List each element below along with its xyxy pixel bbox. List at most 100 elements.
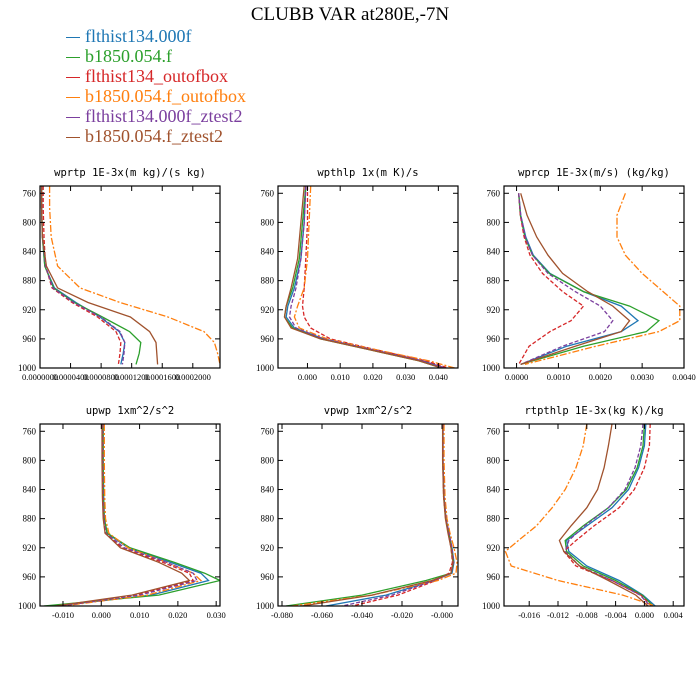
series-line	[301, 186, 449, 368]
plot-panel: wprtp 1E-3x(m kg)/(s kg) 760 800 840 880 920 9…	[18, 167, 221, 382]
legend-swatch	[66, 77, 80, 79]
x-tick-label: -0.016	[518, 610, 540, 620]
series-line	[504, 424, 656, 606]
x-tick-label: 0.0001600	[144, 372, 180, 382]
y-tick-label: 920	[23, 305, 37, 315]
x-tick-label: -0.000	[431, 610, 453, 620]
y-tick-label: 800	[261, 217, 275, 227]
y-tick-label: 880	[261, 276, 275, 286]
series-line	[564, 424, 651, 606]
x-tick-label: -0.008	[576, 610, 598, 620]
plot-frame	[277, 423, 459, 607]
series-line	[42, 186, 122, 365]
x-tick-label: 0.040	[429, 372, 448, 382]
series-line	[40, 186, 126, 365]
series-line	[43, 424, 220, 606]
legend-label: flthist134.000f_ztest2	[85, 106, 243, 126]
y-tick-label: 880	[23, 276, 37, 286]
series-line	[293, 186, 455, 368]
y-tick-label: 920	[261, 543, 275, 553]
series-line	[62, 424, 195, 606]
plot-panel: wpthlp 1x(m K)/s 760 800 840 880 920 960 1000 0.…	[256, 167, 459, 382]
series-line	[291, 424, 458, 606]
series-line	[288, 186, 446, 368]
x-tick-label: -0.080	[271, 610, 293, 620]
x-tick-label: 0.0020	[589, 372, 612, 382]
figure-title: CLUBB VAR at280E,-7N	[250, 4, 450, 25]
legend-swatch	[66, 117, 80, 119]
y-tick-label: 760	[261, 426, 275, 436]
y-tick-label: 1000	[18, 601, 37, 611]
plot-frame	[503, 185, 685, 369]
legend-swatch	[66, 137, 80, 139]
x-tick-label: 0.0000800	[83, 372, 119, 382]
legend-label: flthist134.000f	[85, 26, 192, 46]
legend-swatch	[66, 37, 80, 39]
x-tick-label: 0.0001200	[114, 372, 150, 382]
y-tick-label: 960	[261, 572, 275, 582]
x-tick-label: -0.012	[547, 610, 569, 620]
y-tick-label: 960	[23, 334, 37, 344]
y-tick-label: 960	[23, 572, 37, 582]
x-tick-label: 0.000	[635, 610, 654, 620]
x-tick-label: 0.020	[363, 372, 382, 382]
y-tick-label: 1000	[256, 363, 275, 373]
y-tick-label: 1000	[482, 363, 501, 373]
series-line	[520, 193, 631, 366]
legend-swatch	[66, 97, 80, 99]
plot-frame	[39, 423, 221, 607]
legend-item: flthist134.000f	[66, 26, 246, 46]
plot-panel: vpwp 1xm^2/s^27608008408809209601000-0.0…	[256, 405, 459, 620]
y-tick-label: 960	[261, 334, 275, 344]
y-tick-label: 760	[261, 188, 275, 198]
y-tick-label: 840	[487, 485, 501, 495]
x-tick-label: 0.000	[92, 610, 111, 620]
series-line	[40, 186, 159, 365]
legend-item: b1850.054.f	[66, 46, 246, 66]
x-tick-label: 0.030	[207, 610, 226, 620]
y-tick-label: 800	[261, 455, 275, 465]
y-tick-label: 760	[487, 188, 501, 198]
series-line	[518, 193, 585, 365]
series-line	[55, 424, 210, 606]
x-tick-label: 0.010	[331, 372, 350, 382]
y-tick-label: 880	[23, 514, 37, 524]
x-tick-label: 0.0002000	[175, 372, 211, 382]
series-line	[518, 193, 614, 365]
series-line	[301, 424, 454, 606]
series-line	[55, 424, 191, 606]
y-tick-label: 760	[487, 426, 501, 436]
y-tick-label: 840	[487, 247, 501, 257]
y-tick-label: 840	[23, 485, 37, 495]
series-line	[59, 424, 198, 606]
legend-item: flthist134_outofbox	[66, 66, 246, 86]
series-line	[40, 186, 126, 365]
x-tick-label: -0.004	[605, 610, 628, 620]
panel-title: vpwp 1xm^2/s^2	[324, 405, 413, 417]
y-tick-label: 840	[261, 247, 275, 257]
y-tick-label: 920	[261, 305, 275, 315]
legend-label: b1850.054.f_ztest2	[85, 126, 223, 146]
plot-panel: upwp 1xm^2/s^2 760 800 840 880 920 960 1000 -0.0…	[18, 405, 226, 620]
x-tick-label: 0.0000400	[52, 372, 88, 382]
legend-label: b1850.054.f	[85, 46, 172, 66]
y-tick-label: 840	[23, 247, 37, 257]
y-tick-label: 800	[23, 217, 37, 227]
x-tick-label: -0.010	[52, 610, 74, 620]
legend-label: flthist134_outofbox	[85, 66, 228, 86]
series-line	[40, 186, 142, 365]
y-tick-label: 760	[23, 426, 37, 436]
y-tick-label: 880	[487, 514, 501, 524]
panel-title: wpthlp 1x(m K)/s	[317, 167, 418, 179]
legend-item: b1850.054.f_ztest2	[66, 126, 246, 146]
y-tick-label: 840	[261, 485, 275, 495]
series-line	[62, 424, 203, 606]
x-tick-label: 0.020	[168, 610, 187, 620]
plot-frame	[277, 185, 459, 369]
y-tick-label: 920	[23, 543, 37, 553]
x-tick-label: 0.0010	[547, 372, 570, 382]
panel-title: upwp 1xm^2/s^2	[86, 405, 175, 417]
series-line	[564, 424, 654, 606]
y-tick-label: 1000	[256, 601, 275, 611]
